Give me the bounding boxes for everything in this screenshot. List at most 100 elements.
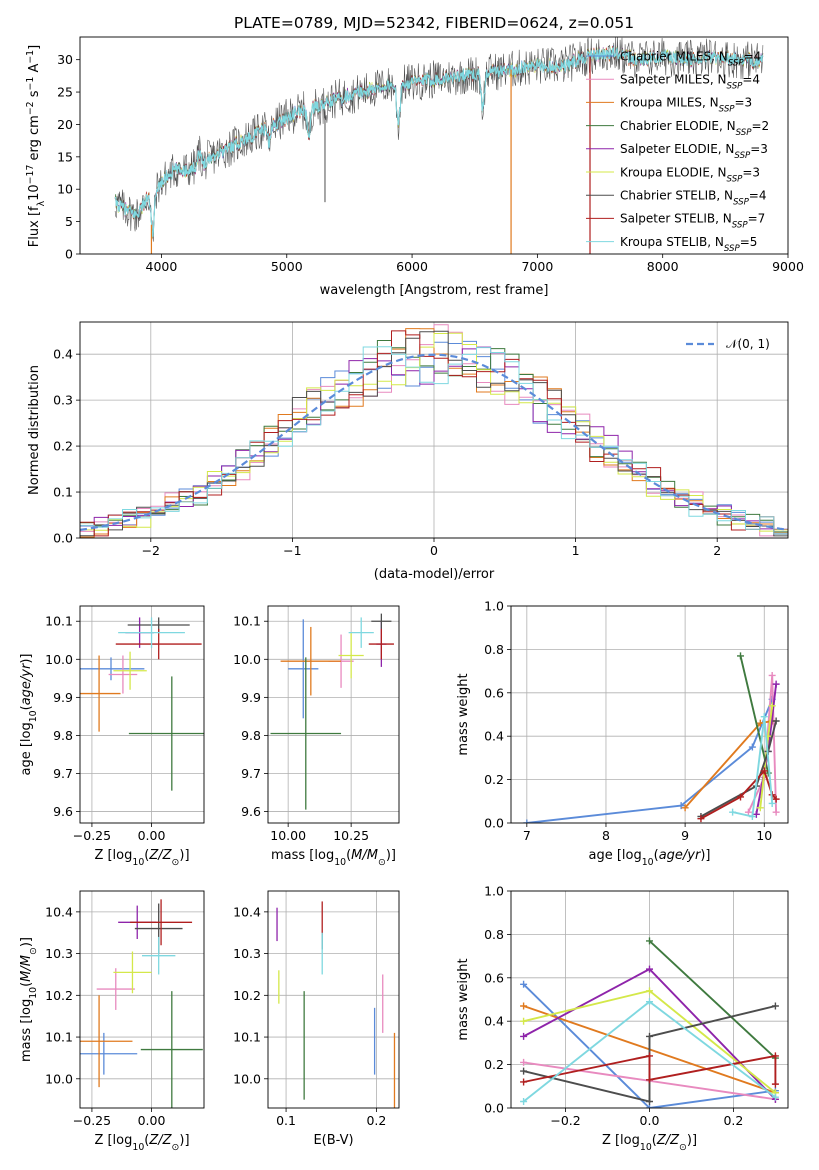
x-tick-label: 9 xyxy=(681,828,689,843)
weight-marker xyxy=(752,810,760,818)
x-tick-label: 8 xyxy=(602,828,610,843)
x-tick-label: −1 xyxy=(283,543,301,558)
x-tick-label: −0.25 xyxy=(73,828,111,843)
legend-entry: Chabrier STELIB, NSSP=4 xyxy=(620,189,767,208)
weight-marker xyxy=(772,717,780,725)
legend-entry: Salpeter ELODIE, NSSP=3 xyxy=(620,142,768,161)
x-axis-label: wavelength [Angstrom, rest frame] xyxy=(320,283,549,298)
y-tick-label: 9.8 xyxy=(241,728,261,743)
errorbar-point xyxy=(140,991,203,1108)
y-tick-label: 30 xyxy=(57,52,73,67)
residuals-frame xyxy=(79,321,789,539)
y-tick-label: 10.0 xyxy=(233,652,261,667)
y-tick-label: 20 xyxy=(57,117,73,132)
x-axis-label: age [log10(age/yr)] xyxy=(588,848,710,868)
weight-marker xyxy=(677,802,685,810)
y-tick-label: 10 xyxy=(57,182,73,197)
errorbar-point xyxy=(280,626,342,696)
errorbar-point xyxy=(108,655,138,694)
weight-line-chabrier-miles xyxy=(522,983,776,1108)
spectrum-plot-area xyxy=(114,37,764,254)
errorbar-point xyxy=(130,899,193,946)
histogram-chabrier-stelib xyxy=(80,330,788,537)
x-tick-label: 7 xyxy=(523,828,531,843)
y-tick-label: 9.6 xyxy=(53,804,73,819)
massweight_vs_age-frame xyxy=(510,605,789,824)
spectrum-frame xyxy=(79,36,789,255)
histogram-chabrier-elodie xyxy=(80,340,788,533)
x-tick-label: 0.1 xyxy=(276,1113,296,1128)
weight-marker xyxy=(520,1032,528,1040)
y-tick-label: 10.2 xyxy=(45,988,73,1003)
y-tick-label: 0.3 xyxy=(53,393,73,408)
weight-marker xyxy=(756,804,764,812)
y-tick-label: 0.0 xyxy=(484,1101,504,1116)
y-tick-label: 10.3 xyxy=(233,946,261,961)
legend-entry: Salpeter MILES, NSSP=4 xyxy=(620,73,760,92)
x-tick-label: 10.25 xyxy=(333,828,369,843)
errorbar-point xyxy=(80,655,121,732)
weight-marker xyxy=(646,1104,653,1108)
y-axis-label: Flux [fλ10−17 erg cm−2 s−1 A−1] xyxy=(25,45,47,247)
residuals-plot-area xyxy=(80,324,788,538)
x-tick-label: 5000 xyxy=(271,259,303,274)
y-tick-label: 0.2 xyxy=(53,439,73,454)
y-tick-label: 1.0 xyxy=(484,884,504,899)
y-tick-label: 0.8 xyxy=(484,642,504,657)
mass_vs_Z-frame xyxy=(79,890,205,1109)
weight-marker xyxy=(772,795,780,803)
weight-marker xyxy=(681,804,689,812)
weight-marker xyxy=(772,680,780,688)
y-axis-label: Normed distribution xyxy=(27,365,42,495)
errorbar-point xyxy=(115,628,202,660)
y-tick-label: 9.8 xyxy=(53,728,73,743)
mass_vs_EBV-plot-area xyxy=(276,901,396,1108)
histogram-kroupa-stelib xyxy=(80,346,788,535)
y-tick-label: 10.0 xyxy=(233,1071,261,1086)
y-tick-label: 0.6 xyxy=(484,970,504,985)
weight-marker xyxy=(768,799,776,807)
errorbar-point xyxy=(142,936,176,975)
x-tick-label: 0.2 xyxy=(723,1113,743,1128)
weight-line-chabrier-elodie xyxy=(739,655,770,774)
weight-marker xyxy=(748,812,756,820)
age_vs_mass-frame xyxy=(267,605,400,824)
weight-line-chabrier-elodie xyxy=(648,940,777,1059)
y-tick-label: 9.6 xyxy=(241,804,261,819)
weight-marker xyxy=(748,743,756,751)
weight-marker xyxy=(646,1097,653,1105)
weight-marker xyxy=(520,1097,528,1105)
weight-marker xyxy=(768,702,776,710)
y-tick-label: 10.4 xyxy=(45,904,73,919)
weight-marker xyxy=(771,1052,779,1060)
weight-marker xyxy=(771,1093,779,1101)
weight-marker xyxy=(646,998,653,1006)
legend-entry: Kroupa MILES, NSSP=3 xyxy=(620,96,752,115)
weight-marker xyxy=(646,1076,653,1084)
y-tick-label: 5 xyxy=(65,214,73,229)
y-tick-label: 0.1 xyxy=(53,485,73,500)
mass_vs_Z-axes: −0.25 0.00 10.0 10.1 10.2 10.3 10.4 Z [log10(Z/… xyxy=(19,890,205,1153)
age_vs_Z-plot-area xyxy=(80,617,204,791)
weight-marker xyxy=(520,1058,528,1066)
y-tick-label: 0 xyxy=(65,247,73,262)
weight-marker xyxy=(771,1080,779,1088)
histogram-salpeter-stelib xyxy=(80,330,788,537)
y-tick-label: 10.3 xyxy=(45,946,73,961)
weight-marker xyxy=(697,815,705,823)
legend-entry: Chabrier ELODIE, NSSP=2 xyxy=(620,119,769,138)
legend-entry: Salpeter STELIB, NSSP=7 xyxy=(620,212,765,231)
y-tick-label: 0.0 xyxy=(53,531,73,546)
chart-title: PLATE=0789, MJD=52342, FIBERID=0624, z=0… xyxy=(234,14,634,32)
y-axis-label: mass [log10(M/M⊙)] xyxy=(19,937,39,1062)
weight-marker xyxy=(737,793,745,801)
y-tick-label: 0.4 xyxy=(484,1014,504,1029)
weight-marker xyxy=(737,652,745,660)
x-tick-label: 0.00 xyxy=(138,1113,166,1128)
x-tick-label: 6000 xyxy=(396,259,428,274)
weight-marker xyxy=(729,808,737,816)
y-tick-label: 0.4 xyxy=(484,729,504,744)
y-tick-label: 10.4 xyxy=(233,904,261,919)
x-axis-label: Z [log10(Z/Z⊙)] xyxy=(94,848,189,868)
x-tick-label: 10.00 xyxy=(270,828,306,843)
